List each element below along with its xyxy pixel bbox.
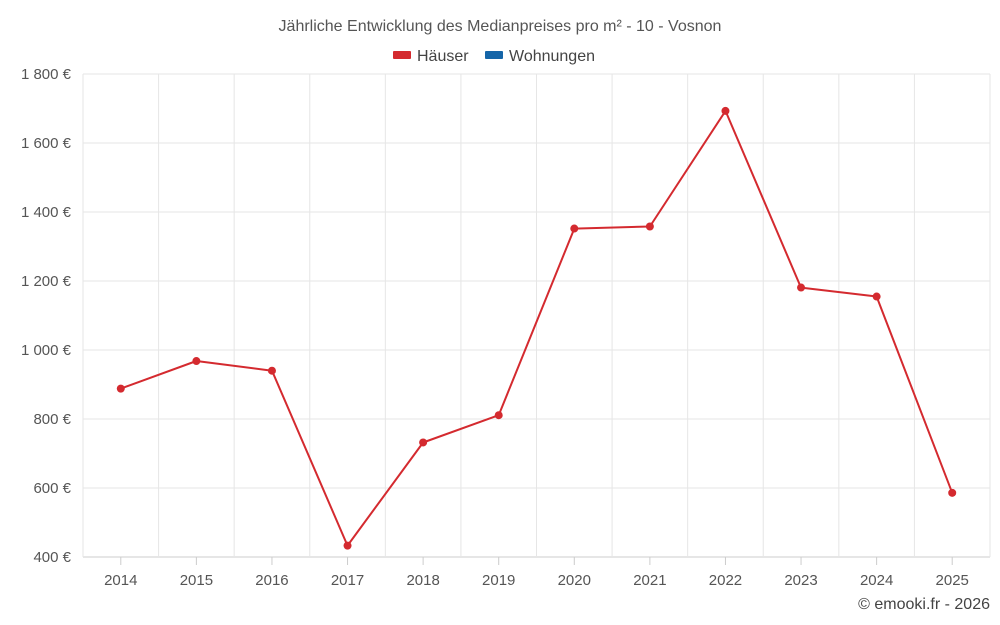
y-tick-label: 1 600 € — [21, 135, 72, 152]
data-point-2018[interactable] — [419, 438, 428, 447]
data-point-2022[interactable] — [721, 106, 730, 115]
x-tick-label: 2014 — [104, 572, 137, 589]
x-axis: 2014 2015 2016 2017 2018 2019 2020 2021 2022 2023… — [104, 557, 969, 589]
data-point-2014[interactable] — [116, 384, 125, 393]
x-tick-label: 2015 — [180, 572, 213, 589]
y-tick-label: 800 € — [33, 411, 71, 428]
data-point-2021[interactable] — [645, 222, 654, 231]
credit-text: © emooki.fr - 2026 — [858, 596, 990, 613]
y-tick-label: 400 € — [33, 549, 71, 566]
x-tick-label: 2023 — [784, 572, 817, 589]
legend-item-wohnungen[interactable]: Wohnungen — [485, 48, 595, 65]
y-tick-label: 1 400 € — [21, 204, 72, 221]
y-tick-label: 1 000 € — [21, 342, 72, 359]
legend-swatch-wohnungen — [485, 51, 503, 59]
legend-swatch-haeuser — [393, 51, 411, 59]
legend-label-haeuser: Häuser — [417, 48, 469, 65]
legend: Häuser Wohnungen — [393, 48, 595, 65]
x-tick-label: 2019 — [482, 572, 515, 589]
x-tick-label: 2025 — [936, 572, 969, 589]
chart-title: Jährliche Entwicklung des Medianpreises … — [279, 18, 722, 35]
legend-label-wohnungen: Wohnungen — [509, 48, 595, 65]
x-tick-label: 2018 — [406, 572, 439, 589]
x-tick-label: 2016 — [255, 572, 288, 589]
data-point-2019[interactable] — [494, 411, 503, 420]
x-tick-label: 2021 — [633, 572, 666, 589]
y-axis: 400 € 600 € 800 € 1 000 € 1 200 € 1 400 € 1 60… — [21, 66, 72, 566]
x-tick-label: 2020 — [558, 572, 591, 589]
y-tick-label: 1 200 € — [21, 273, 72, 290]
series-line-haeuser — [120, 109, 954, 547]
x-tick-label: 2017 — [331, 572, 364, 589]
x-tick-label: 2022 — [709, 572, 742, 589]
grid — [82, 73, 991, 558]
series-haeuser — [116, 106, 957, 550]
y-tick-label: 600 € — [33, 480, 71, 497]
data-point-2024[interactable] — [872, 292, 881, 301]
data-point-2020[interactable] — [570, 224, 579, 233]
data-point-2017[interactable] — [343, 541, 352, 550]
legend-item-haeuser[interactable]: Häuser — [393, 48, 469, 65]
data-point-2015[interactable] — [192, 357, 201, 366]
x-tick-label: 2024 — [860, 572, 893, 589]
data-point-2016[interactable] — [267, 366, 276, 375]
data-point-2023[interactable] — [797, 283, 806, 292]
data-point-2025[interactable] — [948, 488, 957, 497]
y-tick-label: 1 800 € — [21, 66, 72, 83]
